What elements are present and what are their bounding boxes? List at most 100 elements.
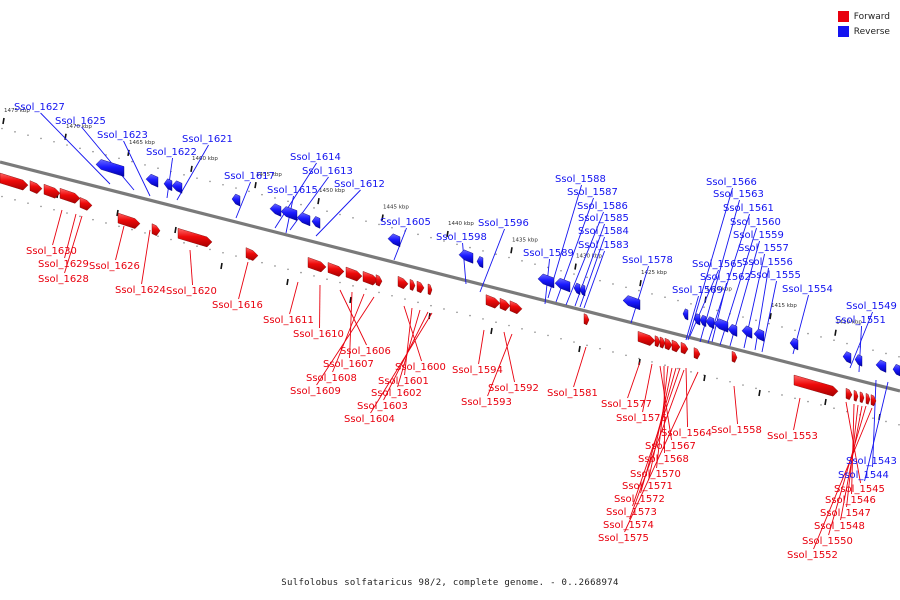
label-leader [123, 140, 151, 197]
tick-label: 1470 kbp [66, 124, 92, 130]
guide-dot [417, 301, 419, 304]
label-leader [872, 379, 877, 468]
tick-mark [317, 198, 320, 205]
guide-dot [235, 187, 237, 189]
guide-dot [612, 283, 614, 285]
label-leader [393, 227, 407, 261]
tick-mark [446, 230, 449, 238]
reverse-gene-label: Ssol_1588 [555, 174, 606, 185]
reverse-gene-label: Ssol_1543 [846, 456, 897, 467]
guide-dot [79, 215, 81, 218]
reverse-swatch [837, 26, 849, 37]
guide-dot [469, 246, 471, 249]
guide-dot [768, 390, 770, 393]
tick-label: 1475 kbp [4, 108, 30, 114]
guide-dot [27, 134, 29, 136]
guide-dot [703, 306, 705, 308]
guide-dot [144, 232, 146, 234]
guide-dot [495, 253, 497, 256]
reverse-gene-label: Ssol_1586 [577, 201, 628, 212]
reverse-gene-feature [296, 212, 311, 227]
reverse-gene-feature [269, 203, 282, 217]
guide-dot [677, 367, 679, 370]
guide-dot [573, 273, 575, 275]
label-leader [349, 291, 353, 359]
guide-dot [92, 218, 94, 221]
guide-dot [144, 164, 146, 166]
forward-gene-label: Ssol_1601 [378, 376, 429, 387]
reverse-gene-feature [741, 325, 753, 339]
tick-label: 1415 kbp [771, 303, 797, 309]
guide-dot [807, 332, 809, 335]
tick-label: 1445 kbp [383, 204, 409, 210]
guide-dot [118, 225, 120, 228]
guide-dot [573, 341, 575, 343]
forward-gene-feature [793, 374, 839, 397]
guide-dot [430, 304, 432, 307]
forward-gene-feature [853, 389, 859, 402]
guide-dot [521, 260, 523, 262]
label-leader [761, 280, 777, 353]
reverse-gene-label: Ssol_1563 [713, 189, 764, 200]
forward-gene-feature [680, 341, 689, 355]
forward-gene-label: Ssol_1568 [638, 454, 689, 465]
forward-gene-label: Ssol_1620 [166, 286, 217, 297]
forward-gene-label: Ssol_1626 [89, 261, 140, 272]
guide-dot [209, 180, 211, 183]
tick-mark [703, 374, 706, 382]
reverse-gene-label: Ssol_1621 [182, 134, 233, 145]
guide-dot [807, 400, 809, 403]
forward-gene-feature [654, 335, 661, 348]
guide-dot [27, 202, 29, 204]
forward-gene-label: Ssol_1616 [212, 300, 263, 311]
guide-dot [690, 371, 692, 373]
genome-caption: Sulfolobus solfataricus 98/2, complete g… [281, 578, 619, 588]
label-leader [733, 385, 738, 425]
label-leader [176, 144, 209, 201]
reverse-gene-label: Ssol_1551 [835, 315, 886, 326]
guide-dot [14, 199, 16, 201]
guide-dot [1, 195, 3, 198]
guide-dot [118, 157, 120, 160]
reverse-gene-label: Ssol_1622 [146, 147, 197, 158]
legend-reverse: Reverse [837, 24, 890, 39]
gene-features [0, 159, 900, 407]
reverse-gene-feature [171, 180, 183, 194]
tick-label: 1410 kbp [836, 320, 862, 326]
reverse-gene-label: Ssol_1613 [302, 166, 353, 177]
guide-dot [456, 243, 458, 246]
reverse-gene-label: Ssol_1566 [706, 177, 757, 188]
guide-dot [105, 222, 107, 224]
forward-gene-label: Ssol_1571 [622, 481, 673, 492]
gene-labels: Ssol_1627 Ssol_1625 Ssol_1623 Ssol_1622 Ssol… [14, 102, 897, 561]
guide-dot [872, 349, 874, 351]
label-leader [707, 213, 750, 344]
tick-label: 1465 kbp [129, 140, 155, 146]
guide-dot [625, 354, 627, 357]
forward-gene-feature [870, 394, 877, 407]
coordinate-dots [1, 127, 900, 426]
forward-gene-label: Ssol_1564 [661, 428, 712, 439]
reverse-gene-feature [537, 273, 555, 289]
label-leader [813, 407, 873, 550]
guide-dot [274, 197, 276, 199]
guide-dot [183, 174, 185, 176]
reverse-gene-feature [727, 323, 738, 337]
label-leader [115, 225, 125, 261]
forward-gene-label: Ssol_1629 [38, 259, 89, 270]
reverse-gene-label: Ssol_1598 [436, 232, 487, 243]
forward-gene-feature [345, 266, 363, 282]
reverse-gene-feature [753, 328, 765, 342]
reverse-gene-feature [231, 193, 241, 207]
label-leader [478, 329, 485, 365]
reverse-gene-label: Ssol_1583 [578, 240, 629, 251]
reverse-gene-feature [387, 233, 401, 248]
tick-marks: 1475 kbp 1470 kbp 1465 kbp 1460 kbp 1455 kbp… [2, 108, 881, 421]
forward-gene-label: Ssol_1547 [820, 508, 871, 519]
forward-gene-feature [583, 313, 590, 326]
guide-dot [872, 417, 874, 419]
guide-dot [469, 314, 471, 317]
reverse-gene-feature [311, 216, 321, 229]
forward-gene-label: Ssol_1567 [645, 441, 696, 452]
forward-gene-label: Ssol_1553 [767, 431, 818, 442]
